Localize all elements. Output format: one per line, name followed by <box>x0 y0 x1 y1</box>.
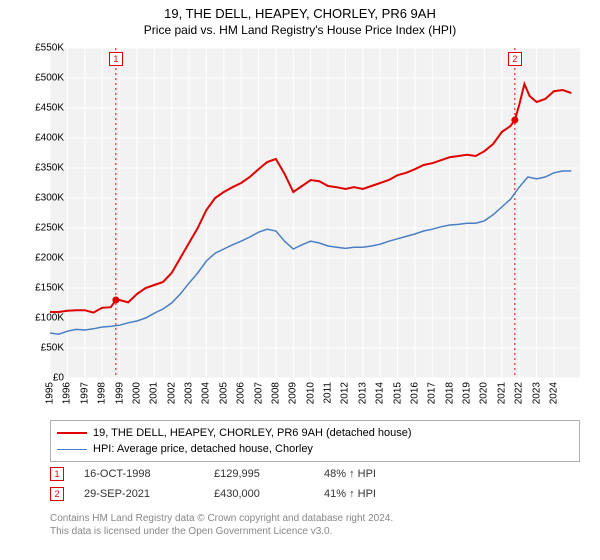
y-tick-label: £300K <box>35 193 64 204</box>
x-tick-label: 2008 <box>270 382 281 404</box>
y-tick-label: £550K <box>35 43 64 54</box>
x-tick-label: 2023 <box>531 382 542 404</box>
x-tick-label: 2013 <box>357 382 368 404</box>
sale-marker-box: 1 <box>109 52 123 66</box>
y-tick-label: £350K <box>35 163 64 174</box>
footer-line-2: This data is licensed under the Open Gov… <box>50 525 580 538</box>
x-tick-label: 2001 <box>149 382 160 404</box>
y-tick-label: £100K <box>35 313 64 324</box>
y-tick-label: £250K <box>35 223 64 234</box>
sale-date-1: 16-OCT-1998 <box>84 468 214 480</box>
x-tick-label: 2018 <box>444 382 455 404</box>
sale-row-2: 2 29-SEP-2021 £430,000 41% ↑ HPI <box>50 484 580 504</box>
x-tick-label: 1995 <box>45 382 56 404</box>
x-tick-label: 2015 <box>392 382 403 404</box>
chart-container: 19, THE DELL, HEAPEY, CHORLEY, PR6 9AH P… <box>0 0 600 560</box>
y-tick-label: £50K <box>41 343 64 354</box>
x-tick-label: 2006 <box>236 382 247 404</box>
sale-price-2: £430,000 <box>214 488 324 500</box>
x-tick-label: 2011 <box>323 382 334 404</box>
sale-row-1: 1 16-OCT-1998 £129,995 48% ↑ HPI <box>50 464 580 484</box>
x-tick-label: 2020 <box>479 382 490 404</box>
legend-swatch-price <box>57 432 87 434</box>
x-tick-label: 1996 <box>62 382 73 404</box>
legend-box: 19, THE DELL, HEAPEY, CHORLEY, PR6 9AH (… <box>50 420 580 462</box>
sales-table: 1 16-OCT-1998 £129,995 48% ↑ HPI 2 29-SE… <box>50 464 580 504</box>
footer-line-1: Contains HM Land Registry data © Crown c… <box>50 512 580 525</box>
legend-label-hpi: HPI: Average price, detached house, Chor… <box>93 443 313 455</box>
chart-svg <box>50 48 580 378</box>
legend-swatch-hpi <box>57 449 87 450</box>
sale-marker-2: 2 <box>50 487 64 501</box>
y-tick-label: £400K <box>35 133 64 144</box>
x-tick-label: 2009 <box>288 382 299 404</box>
x-tick-label: 1998 <box>97 382 108 404</box>
chart-title: 19, THE DELL, HEAPEY, CHORLEY, PR6 9AH <box>0 0 600 21</box>
x-tick-label: 2003 <box>184 382 195 404</box>
y-tick-label: £450K <box>35 103 64 114</box>
sale-marker-box: 2 <box>508 52 522 66</box>
x-tick-label: 2021 <box>496 382 507 404</box>
x-tick-label: 2000 <box>131 382 142 404</box>
x-tick-label: 2017 <box>427 382 438 404</box>
x-tick-label: 2016 <box>409 382 420 404</box>
plot-area <box>50 48 580 378</box>
x-tick-label: 1997 <box>79 382 90 404</box>
footer-attribution: Contains HM Land Registry data © Crown c… <box>50 512 580 538</box>
y-tick-label: £500K <box>35 73 64 84</box>
sale-price-1: £129,995 <box>214 468 324 480</box>
legend-item-price: 19, THE DELL, HEAPEY, CHORLEY, PR6 9AH (… <box>57 425 573 441</box>
x-tick-label: 2005 <box>218 382 229 404</box>
y-tick-label: £150K <box>35 283 64 294</box>
x-tick-label: 2024 <box>548 382 559 404</box>
sale-delta-1: 48% ↑ HPI <box>324 468 444 480</box>
x-tick-label: 2004 <box>201 382 212 404</box>
x-tick-label: 2002 <box>166 382 177 404</box>
sale-delta-2: 41% ↑ HPI <box>324 488 444 500</box>
x-tick-label: 2022 <box>514 382 525 404</box>
legend-label-price: 19, THE DELL, HEAPEY, CHORLEY, PR6 9AH (… <box>93 427 412 439</box>
x-tick-label: 1999 <box>114 382 125 404</box>
x-tick-label: 2014 <box>375 382 386 404</box>
x-tick-label: 2012 <box>340 382 351 404</box>
sale-date-2: 29-SEP-2021 <box>84 488 214 500</box>
legend-item-hpi: HPI: Average price, detached house, Chor… <box>57 441 573 457</box>
sale-marker-1: 1 <box>50 467 64 481</box>
x-tick-label: 2019 <box>462 382 473 404</box>
chart-subtitle: Price paid vs. HM Land Registry's House … <box>0 21 600 41</box>
y-tick-label: £200K <box>35 253 64 264</box>
x-tick-label: 2007 <box>253 382 264 404</box>
x-tick-label: 2010 <box>305 382 316 404</box>
